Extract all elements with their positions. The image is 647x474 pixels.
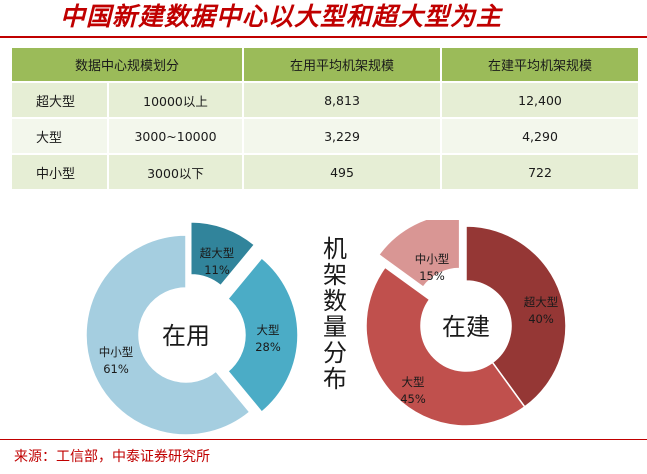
row-range: 10000以上 <box>109 83 243 117</box>
side-label-char: 分 <box>323 339 347 367</box>
side-vertical-label: 机 架 数 量 分 布 <box>320 236 350 392</box>
side-label-char: 量 <box>323 313 347 341</box>
source-note: 来源：工信部，中泰证券研究所 <box>14 449 210 465</box>
row-range: 3000以下 <box>109 155 243 189</box>
header-scale-division: 数据中心规模划分 <box>12 48 243 81</box>
title-divider <box>0 36 647 38</box>
row-range: 3000~10000 <box>109 119 243 153</box>
donut-slice-1-1 <box>365 266 526 427</box>
row-in-use: 3,229 <box>244 119 441 153</box>
table-header-row: 数据中心规模划分 在用平均机架规模 在建平均机架规模 <box>12 48 639 81</box>
source-divider <box>0 439 647 440</box>
side-label-char: 机 <box>323 235 347 263</box>
slice-label-1-0: 超大型 <box>524 295 559 309</box>
donut-slice-1-2 <box>377 220 461 289</box>
row-building: 12,400 <box>442 83 639 117</box>
slice-label-1-1: 大型 <box>402 375 425 389</box>
row-in-use: 8,813 <box>244 83 441 117</box>
slice-label-0-2: 中小型 <box>99 345 134 359</box>
side-label-char: 布 <box>323 365 347 393</box>
row-in-use: 495 <box>244 155 441 189</box>
rack-distribution-donut-charts: 超大型 11% 大型 28% 中小型 61% 在用 超大型 40% 大型 45% 中小型 15% 在建 <box>85 220 567 435</box>
slice-percent-1-2: 15% <box>419 269 445 283</box>
table-row: 超大型 10000以上 8,813 12,400 <box>12 83 639 117</box>
slice-percent-0-2: 61% <box>103 362 129 376</box>
donut-slice-1-0 <box>465 225 567 408</box>
row-building: 722 <box>442 155 639 189</box>
slice-percent-0-1: 28% <box>255 340 281 354</box>
page-title: 中国新建数据中心以大型和超大型为主 <box>60 2 503 31</box>
side-label-char: 架 <box>323 261 347 289</box>
table-row: 大型 3000~10000 3,229 4,290 <box>12 119 639 153</box>
slice-label-0-0: 超大型 <box>200 246 235 260</box>
row-category: 中小型 <box>12 155 107 189</box>
slice-percent-0-0: 11% <box>204 263 230 277</box>
slice-percent-1-1: 45% <box>400 392 426 406</box>
donut-slice-0-0 <box>189 221 256 287</box>
donut-slice-0-2 <box>85 234 251 435</box>
slice-label-1-2: 中小型 <box>415 252 450 266</box>
header-building-avg: 在建平均机架规模 <box>442 48 639 81</box>
donut-center-label-0: 在用 <box>162 322 210 350</box>
row-category: 超大型 <box>12 83 107 117</box>
row-category: 大型 <box>12 119 107 153</box>
table-row: 中小型 3000以下 495 722 <box>12 155 639 189</box>
donut-slice-0-1 <box>226 256 299 414</box>
rack-scale-table: 数据中心规模划分 在用平均机架规模 在建平均机架规模 超大型 10000以上 8… <box>10 46 640 191</box>
header-in-use-avg: 在用平均机架规模 <box>244 48 441 81</box>
slice-percent-1-0: 40% <box>528 312 554 326</box>
donut-center-label-1: 在建 <box>442 313 490 341</box>
side-label-char: 数 <box>323 287 347 315</box>
row-building: 4,290 <box>442 119 639 153</box>
slice-label-0-1: 大型 <box>257 323 280 337</box>
